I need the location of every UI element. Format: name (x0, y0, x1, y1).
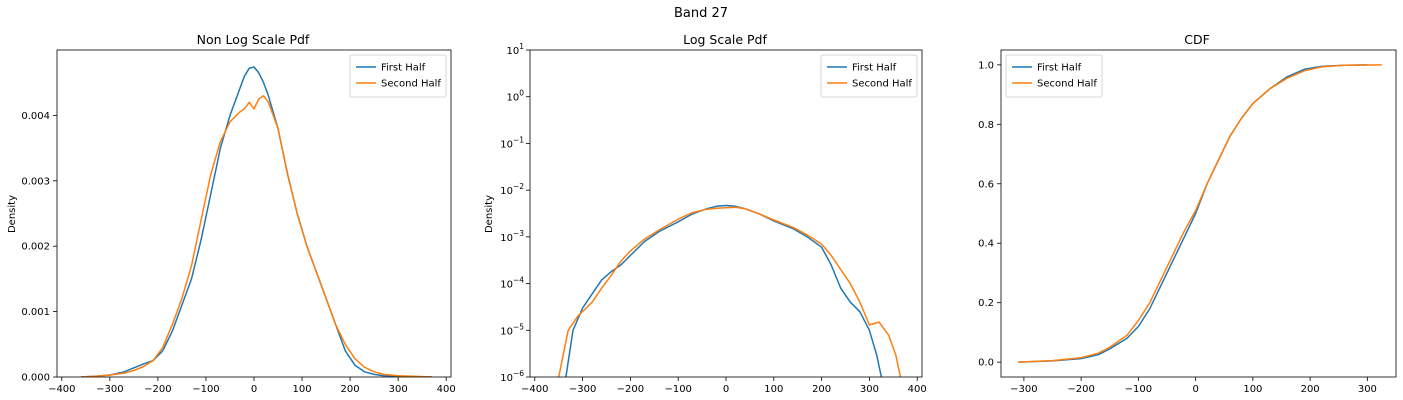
x-tick-label: −300 (569, 384, 596, 395)
plot-frame (56, 49, 452, 378)
y-tick-label: 0.6 (978, 179, 994, 190)
y-tick-label: 10−5 (500, 322, 524, 337)
x-tick-label: 0 (1192, 384, 1198, 395)
x-tick-label: −300 (1010, 384, 1037, 395)
figure-suptitle: Band 27 (674, 6, 728, 21)
x-tick-label: 300 (1358, 384, 1377, 395)
x-tick-label: 100 (764, 384, 783, 395)
y-axis-label: Density (484, 195, 495, 233)
y-tick-label: 10−6 (500, 369, 524, 384)
series-line-second-half (80, 95, 432, 377)
series-line-first-half (1018, 64, 1368, 363)
y-tick-label: 0.004 (21, 111, 50, 122)
x-tick-label: 200 (341, 384, 360, 395)
series-line-first-half (80, 66, 432, 377)
x-tick-label: 0 (251, 384, 257, 395)
x-tick-label: 400 (437, 384, 456, 395)
x-tick-label: −100 (1125, 384, 1152, 395)
series-group (80, 66, 432, 377)
x-tick-label: −200 (144, 384, 171, 395)
legend: First Half Second Half (1005, 54, 1103, 98)
y-tick-label: 0.000 (21, 373, 50, 384)
legend: First Half Second Half (820, 54, 918, 98)
legend-label-first-half: First Half (852, 63, 897, 74)
y-tick-label: 0.8 (978, 120, 994, 131)
y-tick-label: 0.4 (978, 239, 994, 250)
panel-non-log-pdf: Non Log Scale Pdf Density −400 −300 −200 −1… (7, 32, 456, 395)
x-tick-label: 400 (908, 384, 927, 395)
y-tick-label: 10−3 (500, 229, 524, 244)
y-axis-label: Density (7, 195, 18, 233)
y-tick-label: 0.2 (978, 298, 994, 309)
legend-label-second-half: Second Half (381, 79, 441, 90)
x-tick-label: 200 (812, 384, 831, 395)
x-tick-label: 300 (860, 384, 879, 395)
series-line-second-half (557, 206, 902, 377)
legend: First Half Second Half (349, 54, 447, 98)
y-tick-label: 10−4 (500, 276, 524, 291)
x-tick-label: −400 (521, 384, 548, 395)
y-tick-label: 10−1 (500, 135, 524, 150)
x-tick-label: −300 (96, 384, 123, 395)
x-tick-label: 200 (1301, 384, 1320, 395)
panel-log-pdf: Log Scale Pdf Density −400 −300 −200 −100 0 1… (484, 32, 927, 395)
x-tick-label: 100 (1243, 384, 1262, 395)
legend-box (1005, 54, 1103, 98)
x-tick-label: 100 (293, 384, 312, 395)
x-tick-label: −200 (1067, 384, 1094, 395)
series-line-first-half (565, 204, 883, 377)
panel-title: Non Log Scale Pdf (197, 32, 310, 47)
y-tick-label: 10−2 (500, 182, 524, 197)
legend-label-first-half: First Half (381, 63, 426, 74)
x-tick-label: −200 (617, 384, 644, 395)
x-tick-label: 300 (389, 384, 408, 395)
legend-label-first-half: First Half (1037, 63, 1082, 74)
plot-frame (1000, 49, 1397, 378)
legend-box (349, 54, 447, 98)
legend-label-second-half: Second Half (852, 79, 912, 90)
y-tick-label: 0.001 (21, 307, 50, 318)
y-tick-label: 0.003 (21, 176, 50, 187)
panel-cdf: CDF −300 −200 −100 0 100 200 300 0.0 0.2 0.4 0.6 0.… (978, 32, 1397, 395)
panel-title: CDF (1184, 32, 1210, 47)
y-tick-label: 0.0 (978, 358, 994, 369)
x-tick-label: −100 (192, 384, 219, 395)
x-tick-label: 0 (723, 384, 729, 395)
legend-label-second-half: Second Half (1037, 79, 1097, 90)
y-tick-label: 100 (506, 89, 524, 104)
x-tick-label: −400 (48, 384, 75, 395)
series-group (557, 204, 902, 377)
y-tick-label: 1.0 (978, 60, 994, 71)
panel-title: Log Scale Pdf (683, 32, 767, 47)
x-tick-label: −100 (664, 384, 691, 395)
y-tick-label: 101 (506, 42, 524, 57)
series-line-second-half (1018, 64, 1382, 363)
series-group (1018, 64, 1382, 363)
legend-box (820, 54, 918, 98)
plot-frame (529, 49, 923, 378)
y-tick-label: 0.002 (21, 242, 50, 253)
